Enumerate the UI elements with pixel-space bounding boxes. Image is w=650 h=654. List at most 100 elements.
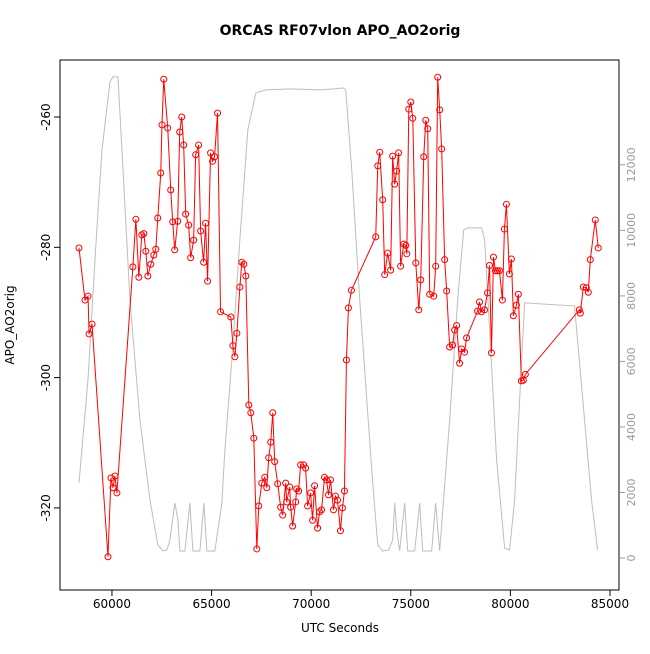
- data-point: [138, 231, 146, 239]
- data-point: [426, 290, 434, 298]
- data-point: [227, 313, 235, 321]
- data-point: [391, 180, 399, 188]
- data-point: [325, 491, 333, 499]
- data-point: [417, 276, 425, 284]
- data-point: [498, 296, 506, 304]
- data-point: [372, 233, 380, 241]
- data-point: [286, 483, 294, 491]
- data-point: [405, 105, 413, 113]
- data-point: [338, 504, 346, 512]
- data-point: [158, 121, 166, 129]
- data-point: [449, 341, 457, 349]
- data-point: [211, 153, 219, 161]
- data-point: [485, 262, 493, 270]
- data-point: [512, 301, 520, 309]
- data-point: [395, 149, 403, 157]
- data-point: [178, 113, 186, 121]
- data-point: [514, 290, 522, 298]
- data-point: [436, 106, 444, 114]
- data-point: [333, 496, 341, 504]
- data-point: [147, 260, 155, 268]
- x-tick-label: 60000: [93, 597, 131, 611]
- data-point: [229, 342, 237, 350]
- data-point: [461, 348, 469, 356]
- data-point: [500, 225, 508, 233]
- data-point: [586, 256, 594, 264]
- data-point: [202, 219, 210, 227]
- data-point: [489, 253, 497, 261]
- data-point: [180, 141, 188, 149]
- y2-tick-label: 2000: [625, 478, 638, 506]
- data-point: [167, 186, 175, 194]
- data-point: [295, 487, 303, 495]
- data-point: [409, 114, 417, 122]
- data-point: [113, 489, 121, 497]
- data-point: [277, 503, 285, 511]
- data-point: [152, 245, 160, 253]
- x-tick-label: 75000: [392, 597, 430, 611]
- data-point: [456, 359, 464, 367]
- y-tick-label: -280: [39, 234, 53, 261]
- data-point: [381, 271, 389, 279]
- x-axis-label: UTC Seconds: [301, 621, 379, 635]
- data-point: [336, 527, 344, 535]
- series-line: [78, 76, 599, 552]
- data-point: [217, 308, 225, 316]
- data-point: [261, 473, 269, 481]
- x-tick-label: 65000: [192, 597, 230, 611]
- y-tick-label: -260: [39, 103, 53, 130]
- data-point: [521, 370, 529, 378]
- data-point: [289, 522, 297, 530]
- data-point: [269, 409, 277, 417]
- data-point: [164, 124, 172, 132]
- x-tick-label: 70000: [292, 597, 330, 611]
- data-point: [111, 472, 119, 480]
- data-point: [265, 454, 273, 462]
- data-point: [169, 218, 177, 226]
- data-point: [279, 511, 287, 519]
- data-point: [491, 267, 499, 275]
- data-point: [502, 200, 510, 208]
- data-point: [438, 145, 446, 153]
- data-point: [231, 353, 239, 361]
- data-point: [582, 284, 590, 292]
- data-point: [432, 262, 440, 270]
- data-point: [509, 312, 517, 320]
- data-point: [507, 255, 515, 263]
- data-point: [187, 254, 195, 262]
- data-point: [104, 553, 112, 561]
- data-point: [441, 256, 449, 264]
- data-point: [443, 287, 451, 295]
- data-point: [297, 461, 305, 469]
- data-point: [185, 221, 193, 229]
- y2-tick-label: 10000: [625, 213, 638, 248]
- data-point: [505, 270, 513, 278]
- data-point: [453, 321, 461, 329]
- data-point: [307, 489, 315, 497]
- data-point: [84, 292, 92, 300]
- data-point: [309, 516, 317, 524]
- data-point: [107, 474, 115, 482]
- x-tick-label: 85000: [591, 597, 629, 611]
- data-point: [160, 75, 168, 83]
- data-point: [407, 98, 415, 106]
- data-point: [403, 250, 411, 258]
- data-point: [327, 476, 335, 484]
- data-point: [195, 141, 203, 149]
- data-point: [267, 438, 275, 446]
- data-point: [263, 484, 271, 492]
- data-point: [474, 307, 482, 315]
- data-point: [576, 309, 584, 317]
- data-point: [293, 485, 301, 493]
- data-point: [109, 484, 117, 492]
- y-tick-label: -300: [39, 364, 53, 391]
- y2-tick-label: 0: [625, 554, 638, 561]
- data-point: [200, 258, 208, 266]
- data-point: [579, 283, 587, 291]
- data-point: [245, 401, 253, 409]
- data-point: [88, 320, 96, 328]
- data-point: [314, 524, 322, 532]
- y-axis-label: APO_AO2orig: [3, 285, 17, 364]
- data-point: [238, 258, 246, 266]
